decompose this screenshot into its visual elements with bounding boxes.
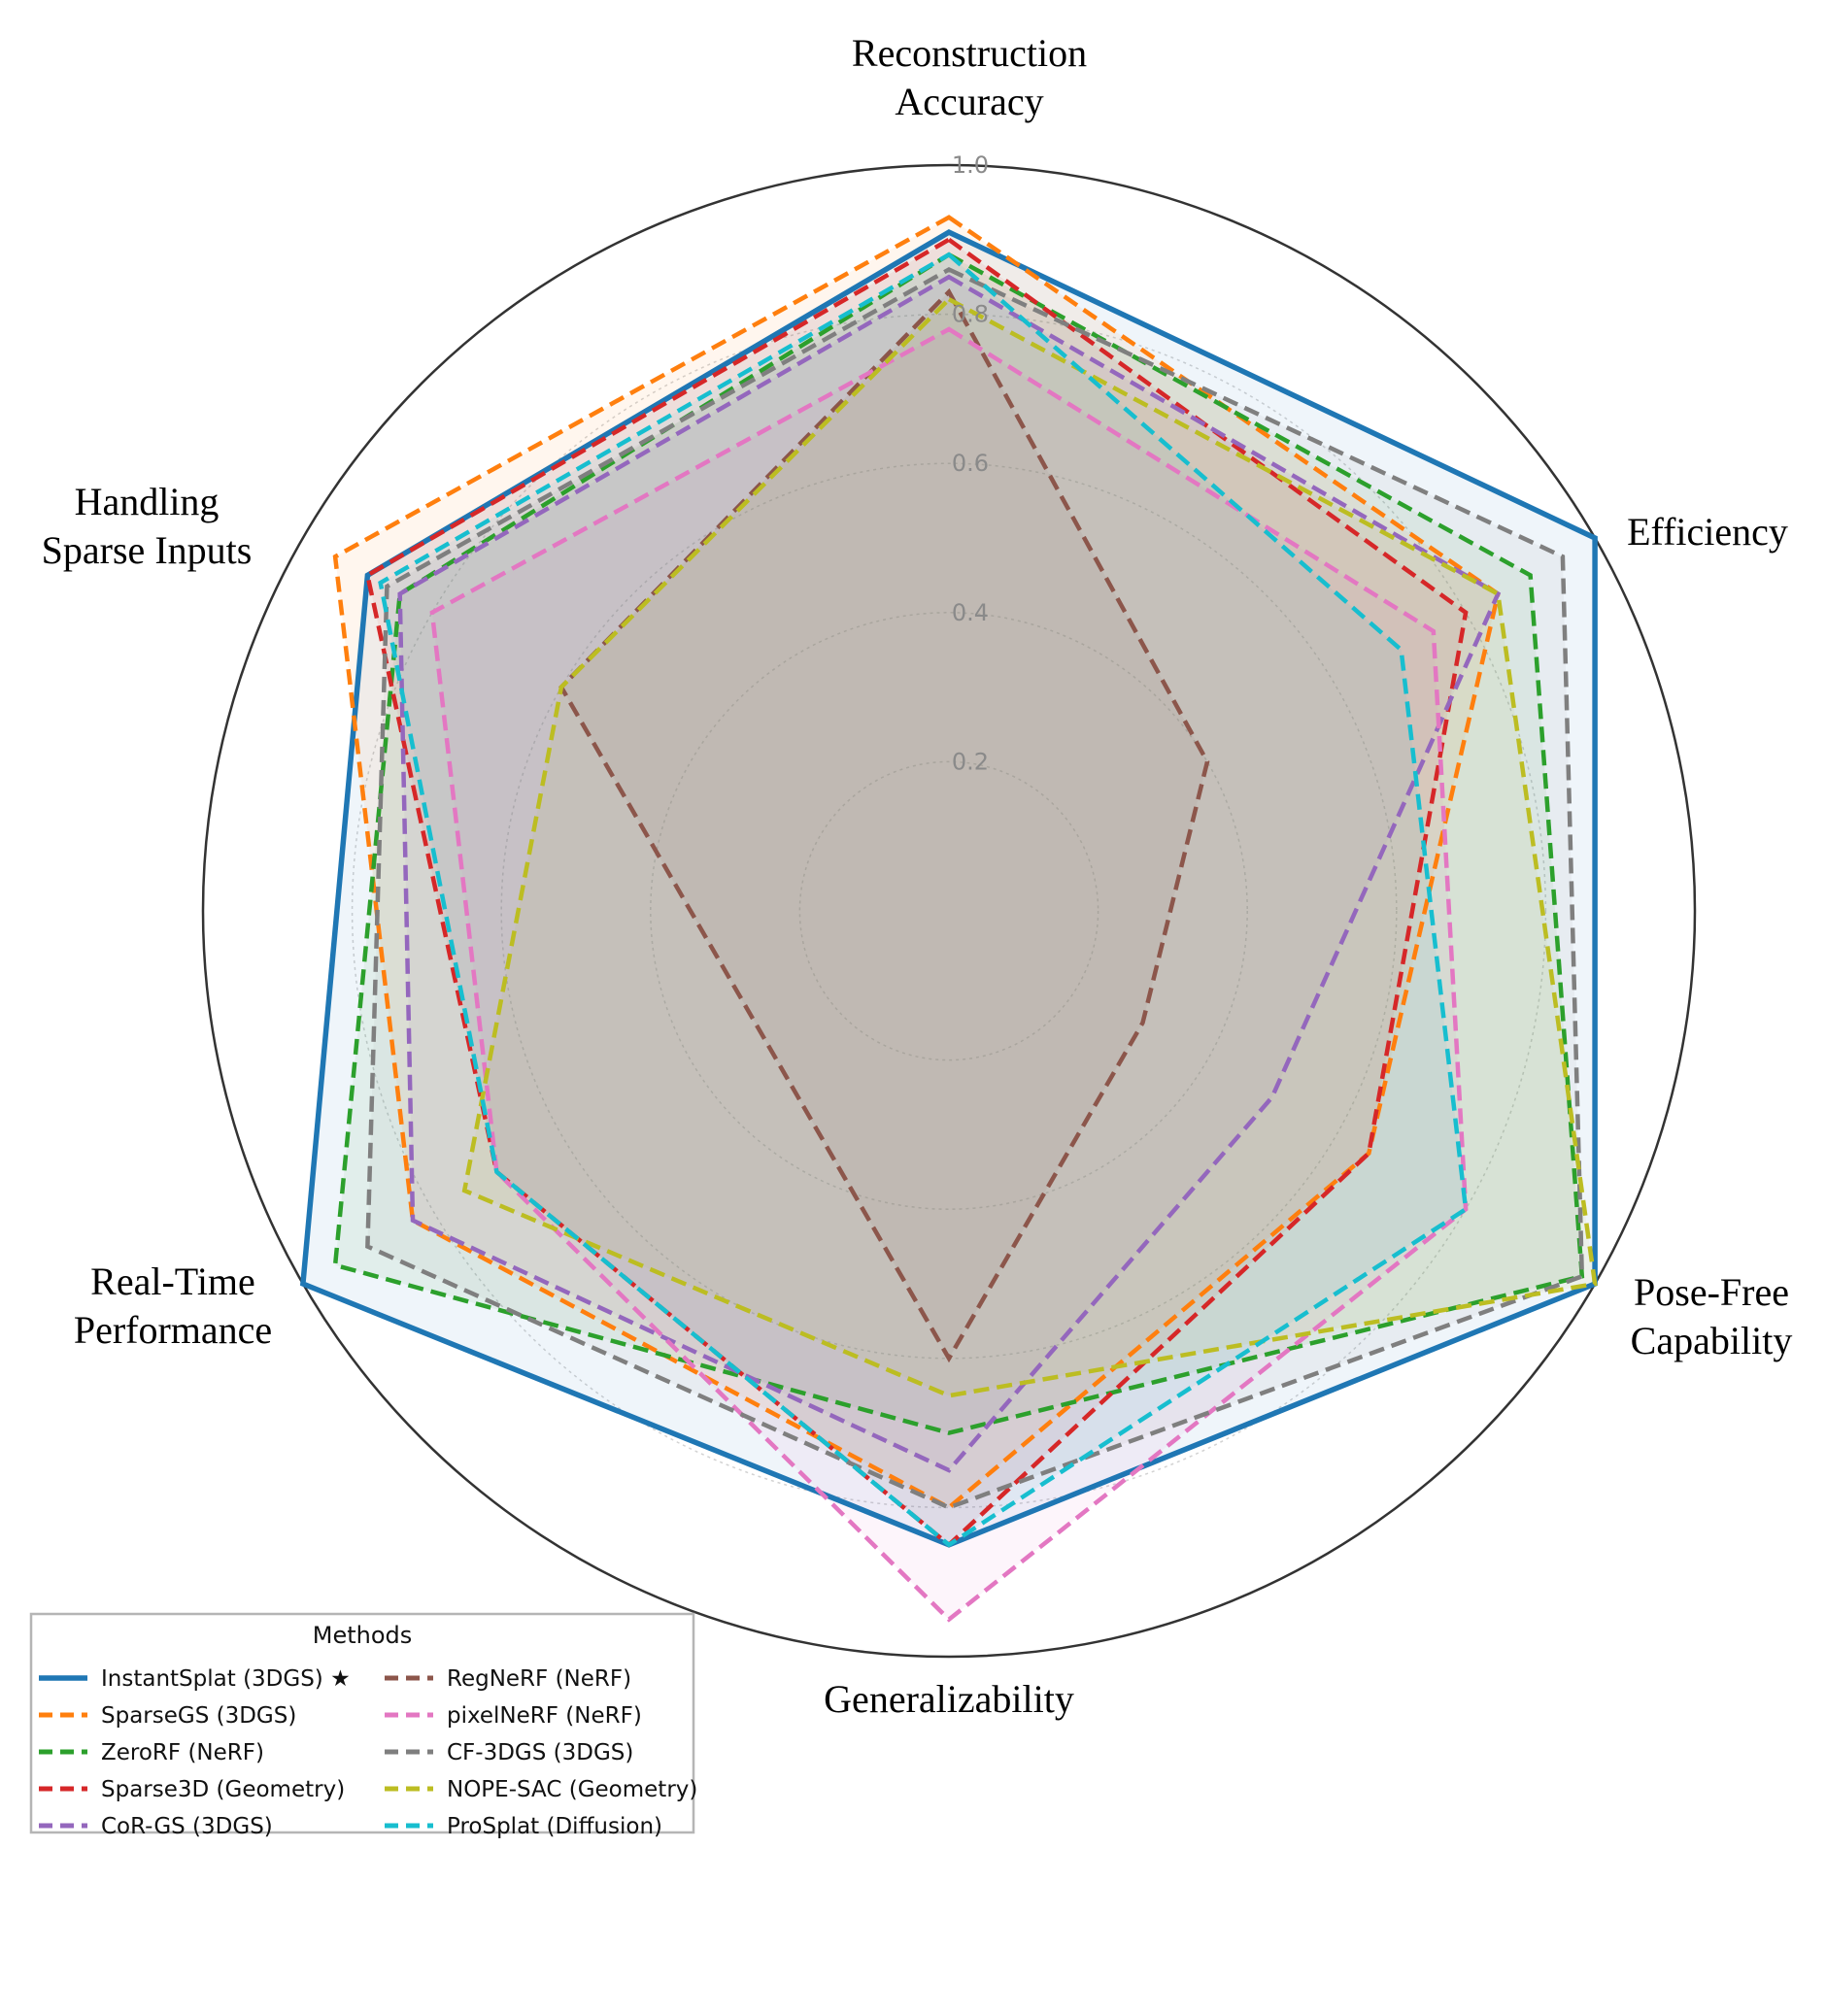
legend-label: RegNeRF (NeRF) <box>447 1666 631 1692</box>
series-fill <box>367 239 1467 1545</box>
axis-label: Generalizability <box>824 1677 1074 1721</box>
legend-label: CF-3DGS (3DGS) <box>447 1740 633 1765</box>
grid-ring <box>351 313 1547 1509</box>
tick-label: 0.6 <box>952 450 989 477</box>
grid-ring <box>798 760 1099 1061</box>
legend-label: SparseGS (3DGS) <box>101 1703 296 1729</box>
legend-title: Methods <box>313 1622 413 1649</box>
series-fill <box>431 329 1467 1620</box>
series-line <box>332 252 1585 1435</box>
axis-label: Efficiency <box>1627 510 1788 554</box>
series-fill <box>335 217 1499 1508</box>
axis-label: Real-Time Performance <box>74 1260 272 1352</box>
legend-label: pixelNeRF (NeRF) <box>447 1703 642 1729</box>
legend: Methods InstantSplat (3DGS) ★ SparseGS (3… <box>29 1612 697 1839</box>
series-fill <box>335 254 1582 1433</box>
series-fill <box>464 299 1596 1396</box>
axis-labels: Reconstruction Accuracy Efficiency Pose-Fre… <box>42 31 1793 1721</box>
axis-label: Pose-Free Capability <box>1631 1270 1793 1362</box>
series-fill <box>380 254 1467 1545</box>
tick-label: 0.8 <box>952 301 989 328</box>
axis-label: Handling Sparse Inputs <box>42 480 253 572</box>
series-fill <box>560 291 1207 1359</box>
legend-label: ZeroRF (NeRF) <box>101 1740 264 1765</box>
tick-label: 1.0 <box>952 151 989 179</box>
legend-label: NOPE-SAC (Geometry) <box>447 1777 697 1802</box>
series-line <box>397 274 1502 1473</box>
legend-frame <box>29 1612 695 1834</box>
legend-label: Sparse3D (Geometry) <box>101 1777 345 1802</box>
series-fills <box>302 217 1596 1620</box>
legend-label: InstantSplat (3DGS) ★ <box>101 1666 351 1692</box>
legend-label: CoR-GS (3DGS) <box>101 1814 273 1839</box>
outer-ring <box>201 163 1697 1659</box>
series-line <box>378 252 1469 1548</box>
grid-ring <box>650 612 1248 1210</box>
tick-label: 0.2 <box>952 748 989 775</box>
legend-label: ProSplat (Diffusion) <box>447 1814 662 1839</box>
tick-label: 0.4 <box>952 599 989 626</box>
series-line <box>365 266 1585 1510</box>
series-fill <box>302 232 1596 1545</box>
radial-tick-labels: 0.2 0.4 0.6 0.8 1.0 <box>952 151 989 775</box>
series-line <box>429 326 1469 1623</box>
series-lines <box>299 215 1598 1623</box>
axis-label: Reconstruction Accuracy <box>852 31 1087 123</box>
series-fill <box>367 269 1582 1508</box>
series-line <box>461 296 1598 1398</box>
